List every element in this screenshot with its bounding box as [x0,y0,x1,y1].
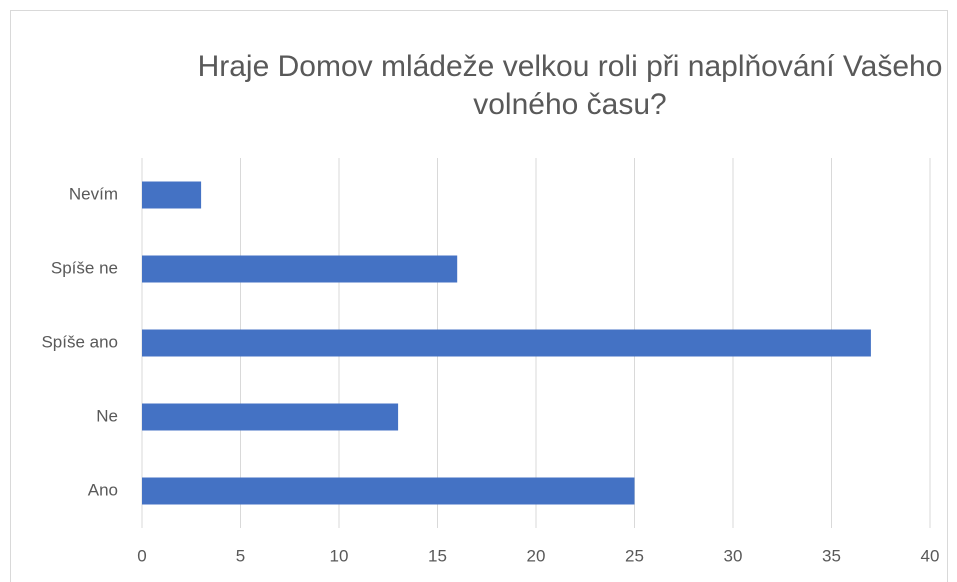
y-tick-label: Ano [88,480,118,499]
x-tick-label: 0 [137,546,146,565]
bar [142,403,399,431]
x-tick-label: 35 [822,546,841,565]
chart-title: Hraje Domov mládeže velkou roli při napl… [197,50,943,121]
y-tick-label: Spíše ne [51,258,118,277]
y-tick-label: Nevím [69,184,118,203]
x-tick-label: 20 [527,546,546,565]
bar [142,181,202,209]
x-tick-label: 10 [330,546,349,565]
bar [142,255,458,283]
x-tick-label: 40 [921,546,940,565]
bar [142,477,635,505]
y-tick-label: Ne [96,406,118,425]
x-tick-label: 25 [625,546,644,565]
x-tick-label: 30 [724,546,743,565]
x-tick-label: 5 [236,546,245,565]
x-tick-label: 15 [428,546,447,565]
y-tick-label: Spíše ano [41,332,118,351]
chart-border [10,10,948,582]
bar [142,329,871,357]
